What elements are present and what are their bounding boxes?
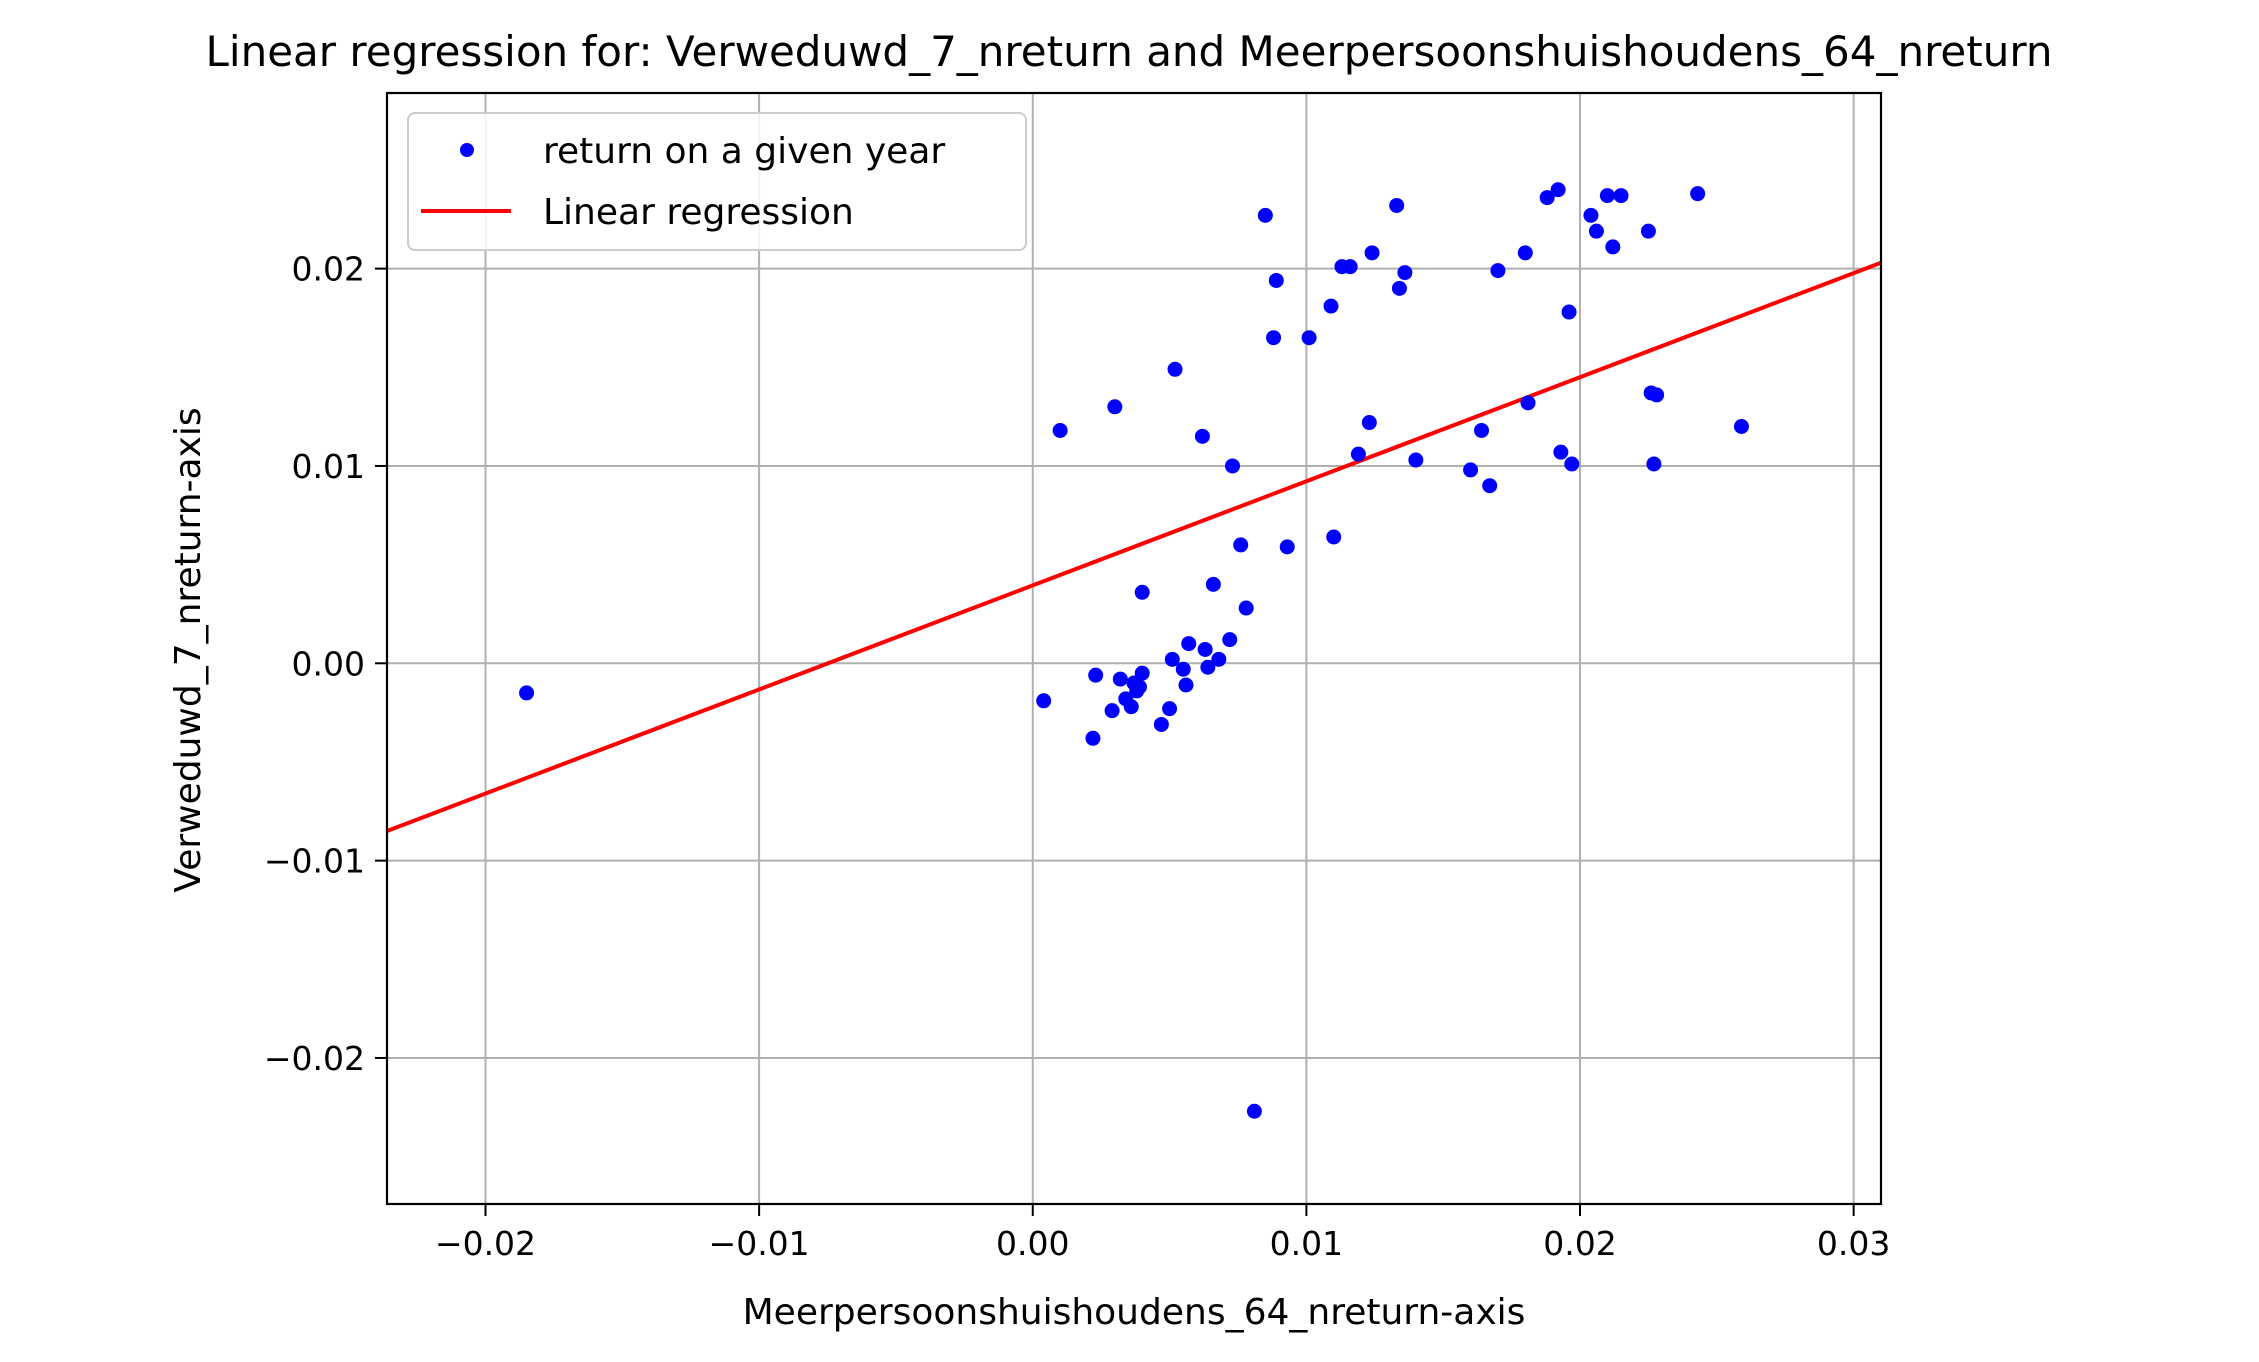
scatter-point [1490,263,1506,279]
scatter-point [1391,280,1407,296]
scatter-point [1301,330,1317,346]
scatter-point [1605,239,1621,255]
scatter-point [1550,182,1566,198]
scatter-point [1162,701,1178,717]
scatter-point [1364,245,1380,261]
scatter-point [1564,456,1580,472]
scatter-point [1408,452,1424,468]
scatter-point [1246,1103,1262,1119]
y-tick-label: 0.00 [292,644,365,683]
scatter-point [1326,529,1342,545]
y-tick-label: 0.02 [292,250,365,289]
scatter-point [1463,462,1479,478]
scatter-point [1613,188,1629,204]
regression-line [387,260,1881,833]
y-tick-label: 0.01 [292,447,365,486]
y-axis-ticks: −0.02 −0.01 0.00 0.01 0.02 [264,250,387,1078]
scatter-point [1175,661,1191,677]
series-layer [387,182,1881,1119]
scatter-point [1583,207,1599,223]
scatter-point [1233,537,1249,553]
y-tick-label: −0.02 [264,1039,365,1078]
scatter-point [1181,636,1197,652]
scatter-point [519,685,535,701]
scatter-point [1561,304,1577,320]
scatter-point [1733,418,1749,434]
x-axis-label: Meerpersoonshuishoudens_64_nreturn-axis [743,1292,1526,1333]
x-axis-ticks: −0.02 −0.01 0.00 0.01 0.02 0.03 [435,1204,1890,1263]
scatter-point [1517,245,1533,261]
scatter-point [1211,651,1227,667]
scatter-point [1131,679,1147,695]
scatter-point [1107,399,1123,415]
scatter-point [1088,667,1104,683]
scatter-point [1134,584,1150,600]
scatter-point [1205,576,1221,592]
scatter-point [1350,446,1366,462]
x-tick-label: 0.01 [1270,1224,1343,1263]
scatter-point [1104,703,1120,719]
y-axis-label: Verweduwd_7_nreturn-axis [168,407,209,892]
scatter-point [1553,444,1569,460]
scatter-point [1588,223,1604,239]
legend-marker-scatter [460,143,474,157]
scatter-point [1266,330,1282,346]
scatter-point [1520,395,1536,411]
scatter-point [1268,272,1284,288]
scatter-point [1649,387,1665,403]
scatter-point [1167,361,1183,377]
scatter-point [1153,716,1169,732]
scatter-point [1200,659,1216,675]
scatter-point [1052,422,1068,438]
legend-label-line: Linear regression [543,192,854,233]
scatter-point [1164,651,1180,667]
scatter-point [1397,265,1413,281]
y-tick-label: −0.01 [264,842,365,881]
x-tick-label: 0.02 [1543,1224,1616,1263]
scatter-point [1389,197,1405,213]
scatter-point [1085,730,1101,746]
scatter-point [1238,600,1254,616]
scatter-point [1222,632,1238,648]
scatter-point [1690,186,1706,202]
scatter-point [1482,478,1498,494]
legend-box [407,112,1027,251]
x-tick-label: −0.02 [435,1224,536,1263]
grid-lines [387,93,1881,1204]
scatter-point [1197,641,1213,657]
scatter-point [1361,415,1377,431]
scatter-point [1257,207,1273,223]
scatter-point [1194,428,1210,444]
scatter-point [1323,298,1339,314]
scatter-point [1640,223,1656,239]
scatter-point [1599,188,1615,204]
scatter-point [1134,665,1150,681]
chart-title: Linear regression for: Verweduwd_7_nretu… [206,27,2053,76]
scatter-point [1646,456,1662,472]
x-tick-label: 0.00 [996,1224,1069,1263]
scatter-point [1539,190,1555,206]
scatter-point [1123,699,1139,715]
scatter-point [1279,539,1295,555]
scatter-point [1112,671,1128,687]
scatter-point [1342,259,1358,275]
x-tick-label: −0.01 [709,1224,810,1263]
legend: return on a given year Linear regression [407,112,1027,251]
plot-frame [385,91,1883,1206]
scatter-point [1178,677,1194,693]
legend-label-scatter: return on a given year [543,131,945,172]
x-tick-label: 0.03 [1817,1224,1890,1263]
scatter-point [1036,693,1052,709]
scatter-point [1225,458,1241,474]
scatter-point [1474,422,1490,438]
